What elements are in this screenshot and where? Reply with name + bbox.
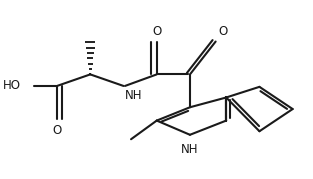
Text: HO: HO — [3, 79, 21, 92]
Text: O: O — [152, 25, 161, 38]
Text: NH: NH — [181, 143, 199, 156]
Text: O: O — [218, 25, 228, 38]
Text: O: O — [52, 124, 62, 137]
Text: NH: NH — [125, 89, 142, 102]
